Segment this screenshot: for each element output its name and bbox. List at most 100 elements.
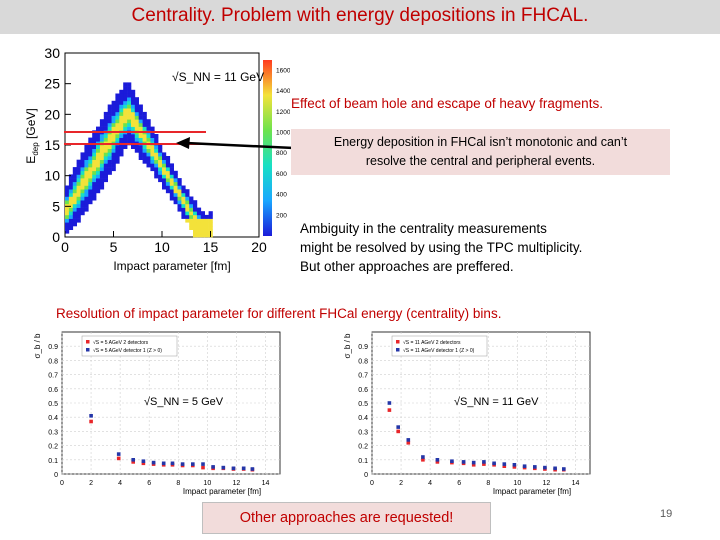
heatmap-cell (103, 134, 108, 138)
heatmap-cell (158, 152, 163, 157)
data-point (396, 425, 400, 429)
heatmap-cell (185, 214, 190, 219)
heatmap-cell (80, 207, 85, 212)
data-point (141, 461, 146, 466)
heatmap-cell (88, 167, 93, 172)
heatmap-cell (96, 159, 101, 164)
colorbar-tick-label: 400 (276, 192, 287, 199)
heatmap-cell (80, 189, 85, 194)
heatmap-cell (138, 111, 143, 116)
heatmap-cell (189, 218, 194, 223)
heatmap-cell (165, 174, 171, 179)
sqrt-s-annotation: √S_NN = 11 GeV (454, 396, 539, 408)
heatmap-cell (131, 134, 136, 138)
heatmap-cell (196, 229, 202, 234)
heatmap-cell (208, 214, 213, 219)
heatmap-cell (103, 115, 108, 120)
data-point (522, 464, 527, 468)
heatmap-cell (72, 214, 77, 219)
data-point (435, 458, 440, 462)
data-point (396, 429, 400, 434)
heatmap-cell (76, 163, 81, 168)
heatmap-cell (204, 233, 209, 238)
x-tick-label: 6 (457, 480, 461, 487)
heatmap-cell (158, 167, 163, 172)
heatmap-cell (162, 152, 167, 157)
heatmap-cell (127, 134, 132, 138)
heatmap-cell (158, 163, 163, 168)
heatmap-cell (146, 163, 151, 168)
heatmap-cell (154, 152, 159, 157)
heatmap-cell (204, 229, 209, 234)
heatmap-cell (158, 178, 163, 183)
heatmap-cell (142, 119, 147, 124)
heatmap-cell (84, 196, 89, 201)
heatmap-cell (92, 192, 97, 197)
heatmap-cell (189, 211, 194, 216)
heatmap-cell (162, 167, 167, 172)
heatmap-cell (99, 126, 105, 131)
heatmap-cell (123, 119, 128, 124)
heatmap-cell (111, 115, 116, 120)
heatmap-cell (138, 108, 143, 113)
heatmap-cell (72, 174, 77, 179)
heatmap-cell (131, 115, 136, 120)
heatmap-cell (150, 145, 155, 149)
data-point (471, 460, 476, 465)
heatmap-cell (150, 148, 155, 153)
heatmap-cell (68, 174, 74, 179)
data-point (191, 462, 195, 466)
heatmap-cell (185, 192, 190, 197)
y-tick-label: 20 (44, 106, 60, 122)
data-point (492, 461, 496, 466)
data-point (180, 462, 185, 466)
heatmap-cell (193, 218, 198, 223)
data-point (553, 466, 557, 471)
resolution-plot-5gev: 0 2 4 6 8 10 12 14 0 0.1 0.2 0.3 0.4 0.5 0.6 0.7 0.8 0.9 σ… (33, 331, 281, 496)
heatmap-cell (154, 159, 159, 164)
data-point (131, 460, 135, 464)
heatmap-cell (193, 200, 198, 205)
heatmap-cell (76, 159, 81, 164)
ambiguity-line3: But other approaches are preffered. (300, 259, 514, 274)
y-tick-label: 0.3 (48, 429, 58, 436)
heatmap-cell (177, 196, 182, 201)
heatmap-cell (84, 181, 89, 186)
heatmap-cell (107, 115, 112, 120)
heatmap-cell (134, 119, 139, 124)
heatmap-cell (65, 200, 70, 205)
heatmap-cell (169, 189, 174, 194)
heatmap-cell (142, 159, 147, 164)
x-tick-label: 0 (60, 480, 64, 487)
heatmap-cell (111, 167, 116, 172)
colorbar-tick-label: 1200 (276, 109, 290, 116)
data-point (512, 465, 517, 469)
heatmap-cell (84, 152, 89, 157)
heatmap-cell (111, 148, 116, 153)
heatmap-cell (204, 226, 209, 230)
heatmap-cell (92, 178, 97, 183)
heatmap-cell (127, 104, 132, 109)
heatmap-cell (107, 148, 112, 153)
heatmap-cell (76, 203, 81, 208)
heatmap-cell (115, 159, 120, 164)
x-axis-label: Impact parameter [fm] (493, 487, 571, 496)
heatmap-cell (99, 137, 105, 142)
heatmap-cell (193, 207, 198, 212)
heatmap-cell (65, 207, 70, 212)
heatmap-cell (99, 152, 105, 157)
heatmap-cell (123, 97, 128, 102)
heatmap-cell (123, 104, 128, 109)
heatmap-cell (134, 104, 139, 109)
heatmap-cell (119, 104, 124, 109)
heatmap-cell (146, 126, 151, 131)
heatmap-cell (119, 100, 124, 105)
x-tick-label: 2 (399, 480, 403, 487)
heatmap-cell (200, 214, 205, 219)
heatmap-cell (96, 126, 101, 131)
heatmap-cell (65, 229, 70, 234)
x-tick-label: 20 (251, 239, 267, 255)
heatmap-cell (76, 192, 81, 197)
heatmap-cell (80, 200, 85, 205)
heatmap-cell (96, 181, 101, 186)
